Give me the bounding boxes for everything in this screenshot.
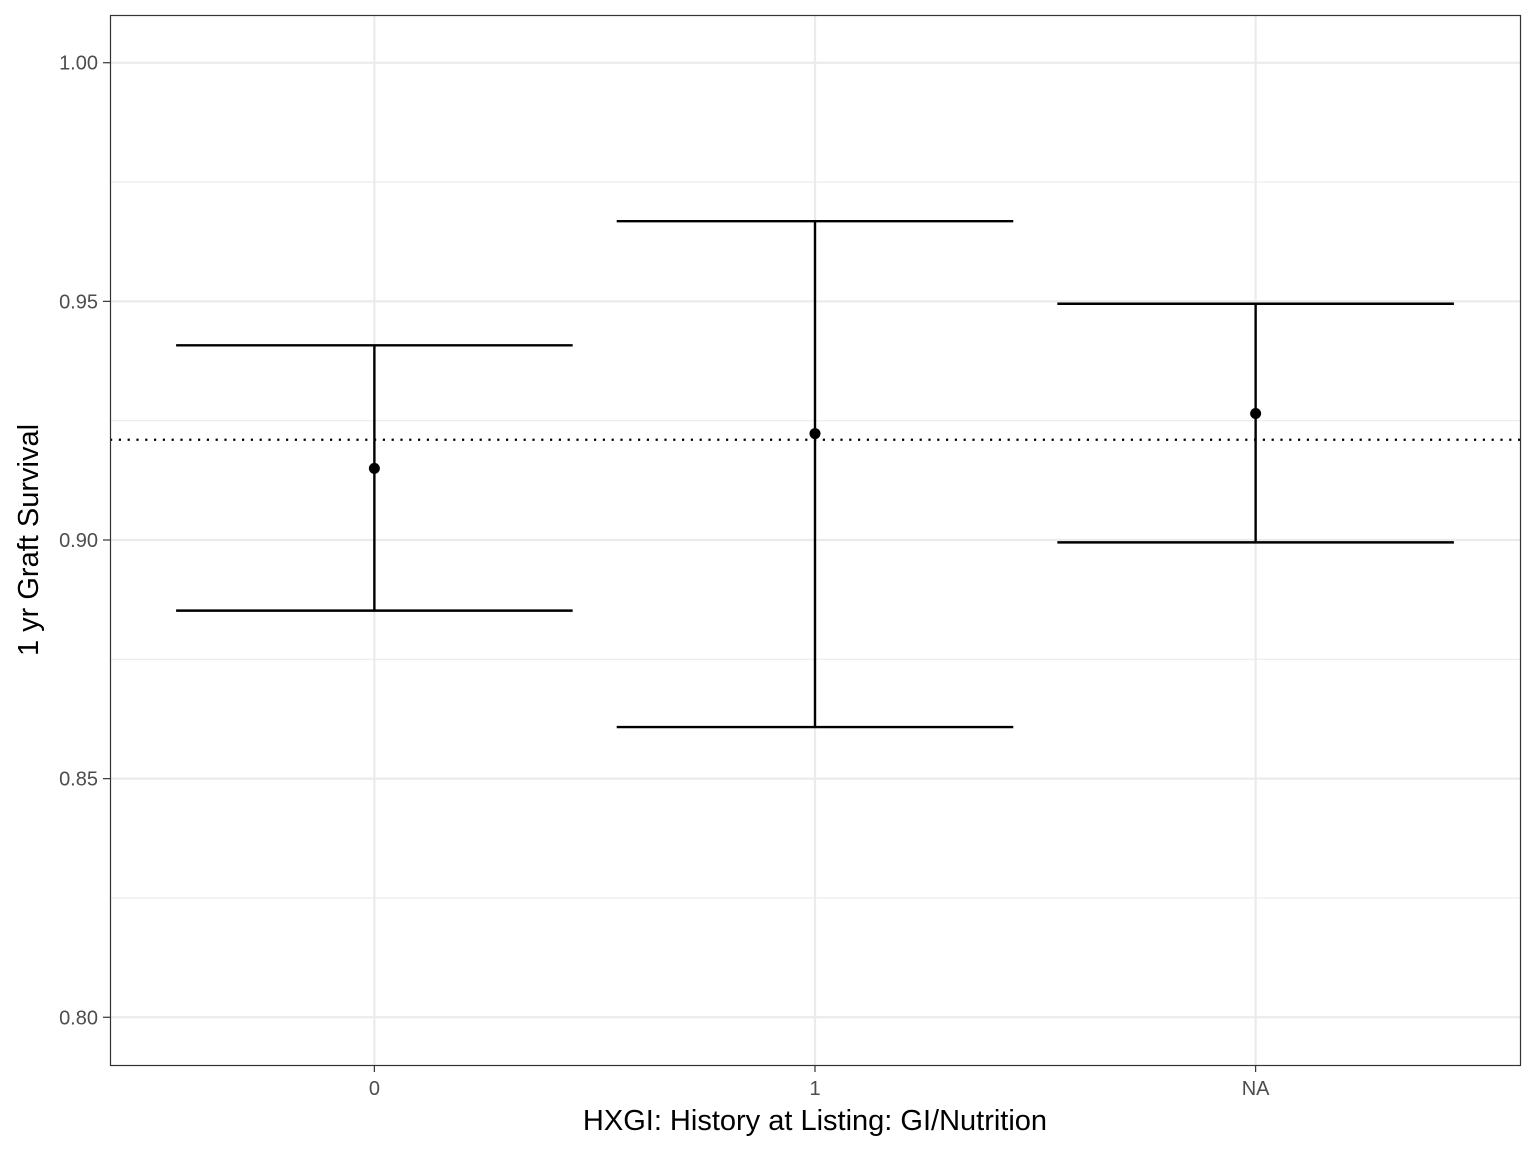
y-axis: 0.80 0.85 0.90 0.95 1.00 xyxy=(59,53,110,1029)
x-tick-label: 0 xyxy=(369,1078,380,1100)
data-point xyxy=(809,428,821,440)
grid xyxy=(110,15,1520,1065)
x-tick-label: NA xyxy=(1242,1078,1270,1100)
y-tick-label: 0.85 xyxy=(59,769,98,791)
y-tick-label: 0.80 xyxy=(59,1007,98,1029)
y-axis-title: 1 yr Graft Survival xyxy=(13,424,45,656)
data-point xyxy=(1250,408,1262,420)
y-tick-label: 0.90 xyxy=(59,530,98,552)
y-tick-label: 0.95 xyxy=(59,291,98,313)
x-tick-label: 1 xyxy=(809,1078,820,1100)
marks xyxy=(176,219,1454,729)
y-tick-label: 1.00 xyxy=(59,53,98,75)
x-axis: 0 1 NA xyxy=(369,1065,1270,1100)
data-point xyxy=(368,462,380,474)
x-axis-title: HXGI: History at Listing: GI/Nutrition xyxy=(583,1105,1047,1137)
